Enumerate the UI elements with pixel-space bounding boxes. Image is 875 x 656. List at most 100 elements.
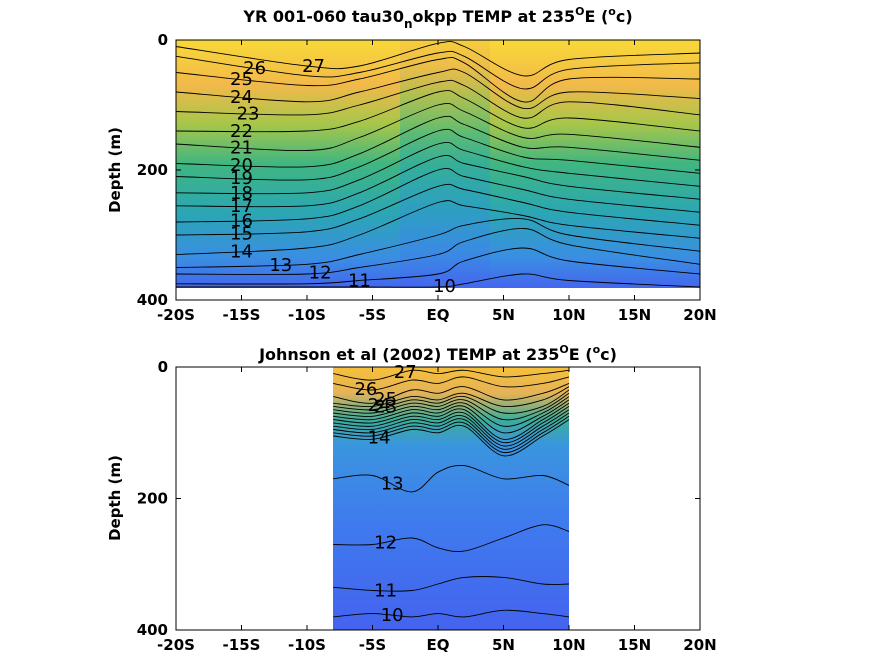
bottom-x-ticks: -20S -15S -10S -5S EQ 5N 10N 15N 20N (157, 367, 717, 654)
isotherm-18 (333, 406, 570, 444)
x-tick-label: 10N (552, 306, 585, 324)
y-tick-label: 0 (158, 358, 168, 376)
contour-label-26: 26 (354, 379, 377, 400)
contour-label-13: 13 (269, 255, 292, 276)
x-tick-label: -10S (288, 306, 326, 324)
isotherm-17 (175, 155, 701, 208)
isotherm-26 (333, 376, 570, 391)
contour-label-11: 11 (348, 271, 371, 292)
isotherm-12 (333, 524, 570, 553)
contour-label-12: 12 (309, 262, 332, 283)
isotherm-19 (333, 402, 570, 440)
x-tick-label: -15S (223, 636, 261, 654)
top-equatorial-field (400, 40, 490, 288)
contour-label-25: 25 (230, 69, 253, 90)
contour-label-22: 22 (230, 121, 253, 142)
isotherm-11 (333, 576, 570, 592)
contour-label-14: 14 (368, 428, 391, 449)
top-panel: YR 001-060 tau30nokpp TEMP at 235OE (oc)… (106, 5, 717, 324)
contour-label-11: 11 (374, 581, 397, 602)
isotherm-27 (333, 369, 570, 381)
bottom-y-ticks: 0 200 400 (137, 358, 700, 639)
x-tick-label: 15N (618, 636, 651, 654)
x-tick-label: 20N (683, 306, 716, 324)
isotherm-25 (175, 57, 701, 103)
x-tick-label: 10N (552, 636, 585, 654)
isotherm-12 (175, 228, 701, 275)
x-tick-label: 15N (618, 306, 651, 324)
isotherm-24 (333, 386, 570, 408)
contour-label-12: 12 (374, 532, 397, 553)
contour-label-19: 19 (230, 168, 253, 189)
isotherm-13 (333, 464, 570, 493)
x-tick-label: -15S (223, 306, 261, 324)
contour-label-27: 27 (394, 362, 417, 383)
isotherm-10 (333, 609, 570, 618)
contour-label-24: 24 (230, 87, 253, 108)
y-tick-label: 0 (158, 31, 168, 49)
isotherm-20 (175, 115, 701, 168)
contour-label-10: 10 (433, 276, 456, 297)
y-tick-label: 200 (137, 490, 168, 508)
contour-label-20: 20 (230, 155, 253, 176)
isotherm-14 (175, 200, 701, 255)
isotherm-14 (333, 419, 570, 457)
isotherm-27 (175, 40, 701, 77)
top-chart-title: YR 001-060 tau30nokpp TEMP at 235OE (oc) (242, 5, 632, 31)
y-tick-label: 400 (137, 621, 168, 639)
isotherm-21 (175, 102, 701, 152)
x-tick-label: -20S (157, 306, 195, 324)
contour-label-26: 26 (243, 58, 266, 79)
contour-label-17: 17 (230, 196, 253, 217)
x-tick-label: 20N (683, 636, 716, 654)
isotherm-19 (175, 128, 701, 181)
x-tick-label: EQ (427, 306, 450, 324)
isotherm-22 (333, 392, 570, 421)
isotherm-15 (175, 183, 701, 236)
isotherm-13 (175, 218, 701, 268)
x-tick-label: 5N (492, 306, 515, 324)
x-tick-label: 5N (492, 636, 515, 654)
contour-label-24: 24 (368, 395, 391, 416)
isotherm-22 (175, 90, 701, 133)
isotherm-20 (333, 399, 570, 434)
isotherm-26 (175, 50, 701, 90)
bottom-chart-title: Johnson et al (2002) TEMP at 235OE (oc) (258, 343, 617, 364)
contour-label-15: 15 (230, 223, 253, 244)
contour-label-27: 27 (302, 56, 325, 77)
top-y-axis-label: Depth (m) (106, 127, 124, 213)
contour-label-13: 13 (381, 474, 404, 495)
isotherm-11 (175, 247, 701, 285)
isotherm-23 (333, 389, 570, 414)
bottom-y-axis-label: Depth (m) (106, 455, 124, 541)
isotherm-23 (175, 79, 701, 119)
bottom-contours (333, 369, 570, 618)
isotherm-24 (175, 68, 701, 110)
x-tick-label: EQ (427, 636, 450, 654)
isotherm-16 (333, 412, 570, 450)
contour-label-18: 18 (230, 183, 253, 204)
contour-label-21: 21 (230, 137, 253, 158)
contour-label-16: 16 (230, 210, 253, 231)
y-tick-label: 400 (137, 291, 168, 309)
y-tick-label: 200 (137, 161, 168, 179)
isotherm-10 (176, 273, 701, 288)
top-contours (175, 40, 701, 288)
isotherm-18 (175, 141, 701, 195)
x-tick-label: -10S (288, 636, 326, 654)
contour-label-10: 10 (381, 605, 404, 626)
x-tick-label: -5S (359, 636, 386, 654)
contour-label-23: 23 (374, 396, 397, 417)
contour-label-23: 23 (237, 103, 260, 124)
bottom-panel: Johnson et al (2002) TEMP at 235OE (oc) … (106, 343, 717, 654)
isotherm-17 (333, 409, 570, 447)
x-tick-label: -5S (359, 306, 386, 324)
isotherm-21 (333, 396, 570, 427)
isotherm-25 (333, 382, 570, 404)
top-x-ticks: -20S -15S -10S -5S EQ 5N 10N 15N 20N (157, 40, 717, 324)
isotherm-15 (333, 415, 570, 453)
x-tick-label: -20S (157, 636, 195, 654)
contour-label-25: 25 (374, 389, 397, 410)
